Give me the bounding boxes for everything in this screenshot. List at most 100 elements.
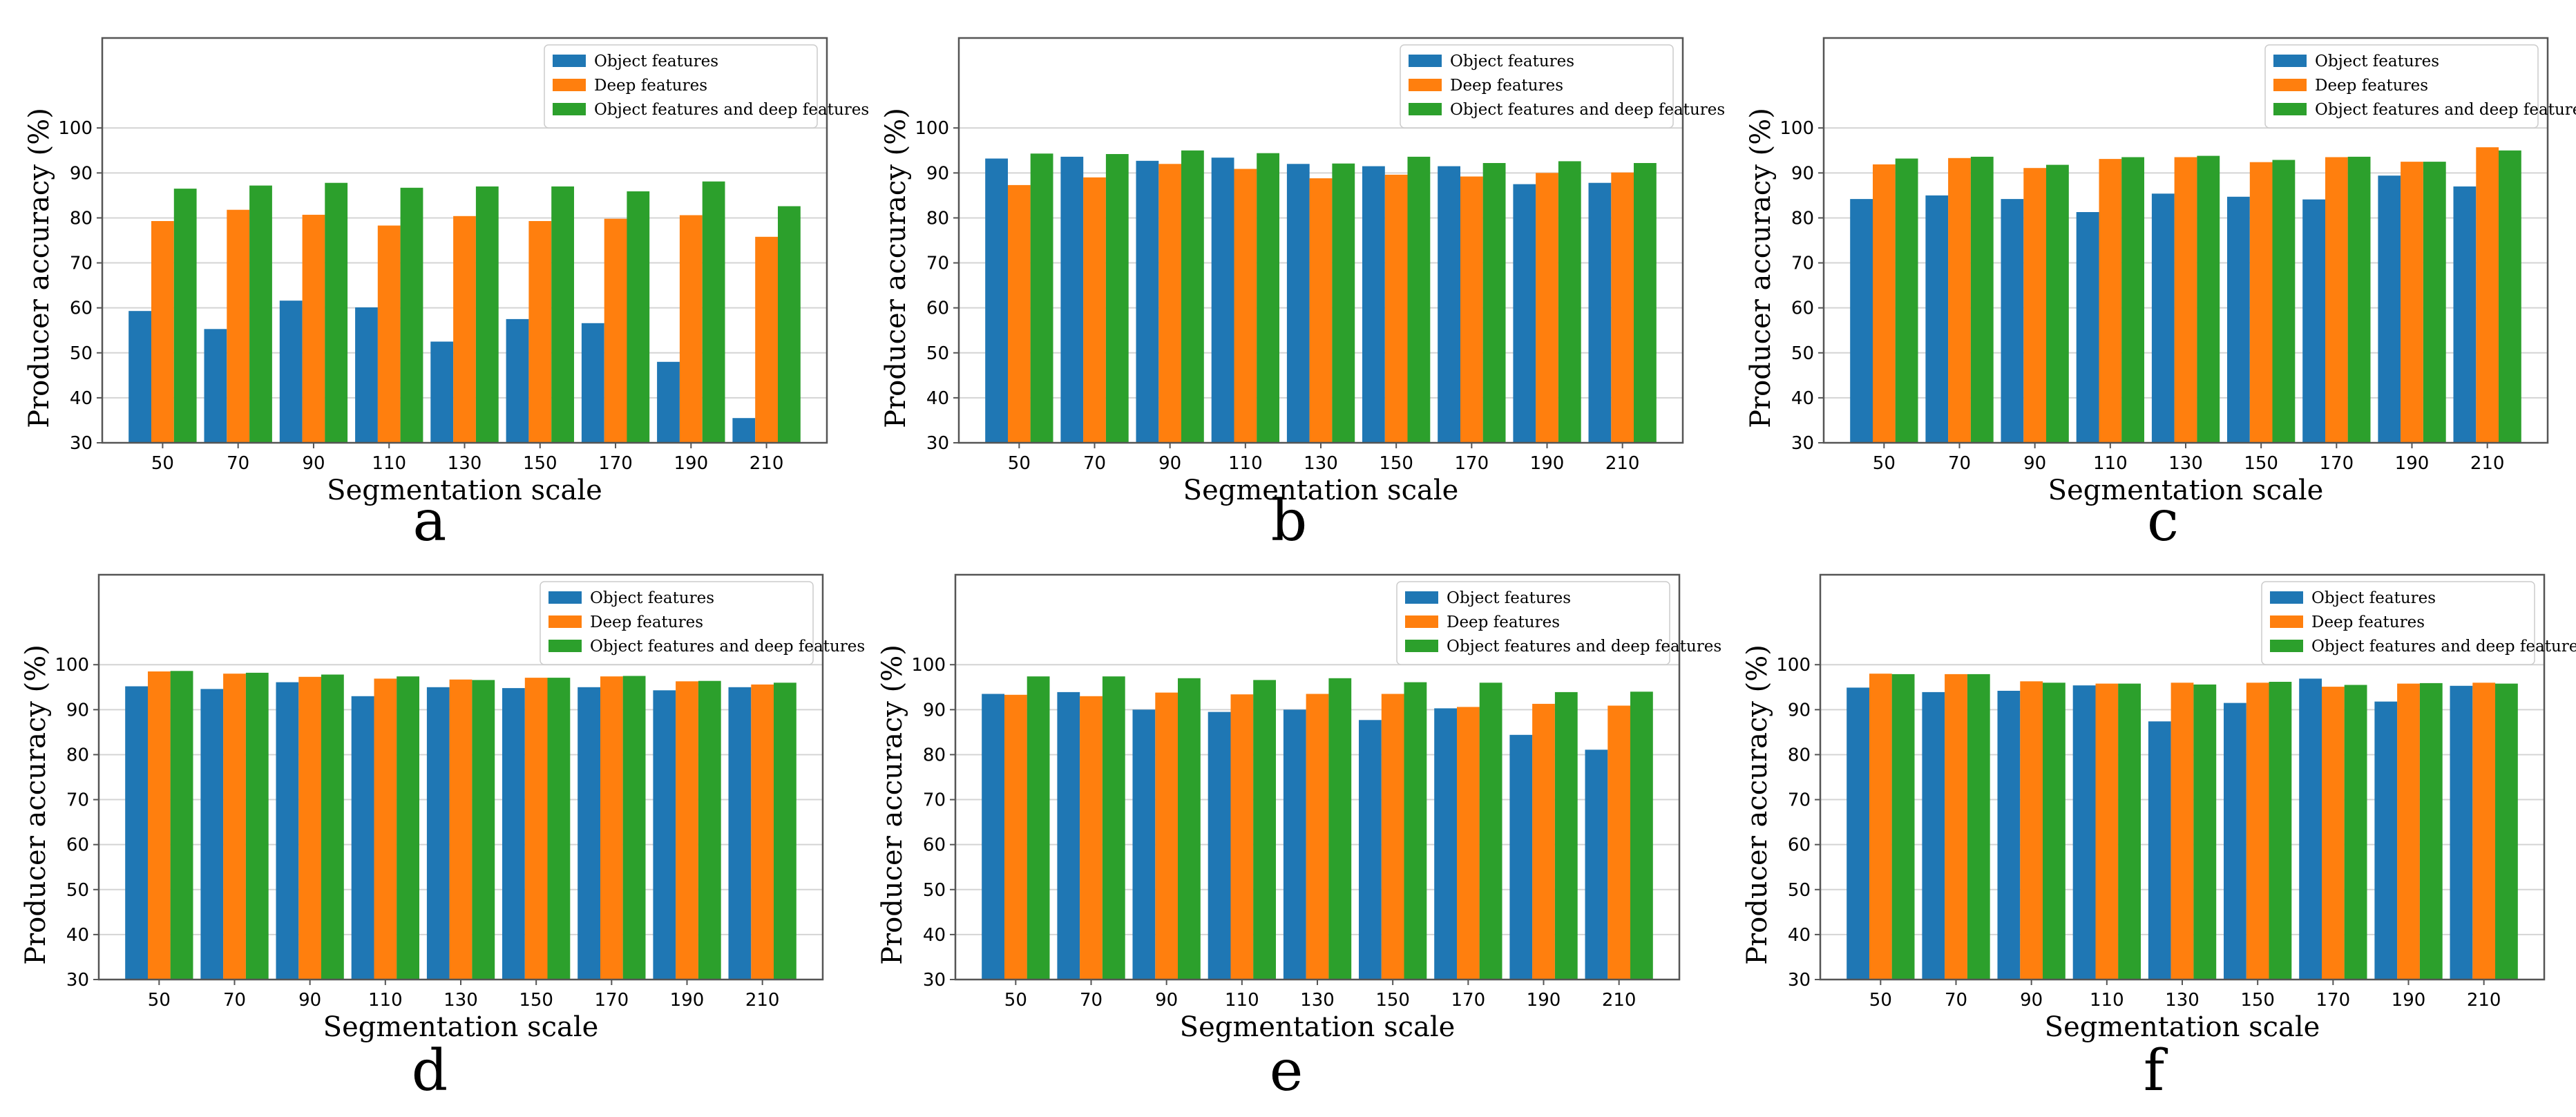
bar-c-s2-130 [2197, 155, 2220, 443]
legend-box [544, 44, 818, 128]
bar-e-s1-170 [1457, 707, 1480, 980]
legend-box [1400, 44, 1674, 128]
bar-e-s0-110 [1208, 712, 1231, 980]
bar-b-s1-170 [1460, 176, 1483, 443]
x-tick-label: 150 [523, 453, 557, 474]
bars [1850, 147, 2521, 443]
bar-f-s0-190 [2374, 701, 2398, 980]
y-axis-label: Producer accuracy (%) [880, 108, 912, 428]
y-tick-label: 30 [1791, 433, 1814, 454]
bar-c-s2-50 [1895, 158, 1918, 443]
x-axis-label: Segmentation scale [2048, 475, 2324, 506]
bar-f-s1-50 [1869, 674, 1892, 980]
x-tick-label: 150 [519, 990, 553, 1011]
legend-label: Deep features [590, 613, 703, 631]
bar-f-s2-90 [2043, 682, 2065, 980]
bar-e-s2-70 [1102, 676, 1125, 980]
x-tick-label: 110 [368, 990, 403, 1011]
bar-f-s1-90 [2020, 681, 2043, 980]
bar-f-s2-210 [2495, 683, 2518, 980]
y-axis-label: Producer accuracy (%) [877, 645, 908, 965]
y-tick-label: 30 [1788, 970, 1811, 991]
legend-label: Object features [590, 589, 714, 607]
bar-c-s0-130 [2151, 193, 2175, 443]
x-axis-ticks: 50 70 90 110 130 150 170 190 210 [151, 443, 783, 474]
x-tick-label: 110 [1225, 990, 1259, 1011]
bar-b-s2-110 [1257, 153, 1279, 443]
y-tick-label: 90 [66, 700, 89, 720]
x-tick-label: 90 [2020, 990, 2043, 1011]
y-tick-label: 70 [1788, 790, 1811, 811]
bar-b-s0-110 [1211, 157, 1234, 443]
bar-c-s1-170 [2325, 157, 2348, 443]
bar-a-s1-90 [302, 214, 325, 443]
bar-a-s2-130 [475, 186, 499, 443]
y-tick-label: 60 [66, 835, 89, 856]
y-tick-label: 100 [1776, 655, 1811, 676]
bar-a-s1-110 [377, 225, 401, 443]
x-tick-label: 70 [1080, 990, 1103, 1011]
x-tick-label: 50 [148, 990, 171, 1011]
y-tick-label: 80 [66, 745, 89, 765]
legend-label: Object features and deep features [2311, 638, 2576, 656]
x-tick-label: 190 [2395, 453, 2430, 474]
bar-a-s2-90 [325, 182, 348, 443]
bar-a-s0-110 [355, 307, 378, 443]
bar-c-s1-50 [1873, 164, 1896, 443]
legend: Object features Deep features Object featu… [2264, 44, 2576, 128]
legend-swatch [548, 591, 582, 604]
bar-e-s0-50 [982, 694, 1004, 980]
legend-swatch [548, 640, 582, 652]
legend-label: Object features and deep features [1447, 638, 1721, 656]
bar-b-s2-190 [1558, 161, 1581, 443]
bar-e-s0-150 [1359, 720, 1382, 980]
bar-c-s1-190 [2401, 162, 2423, 443]
bar-a-s1-70 [227, 209, 250, 443]
bar-b-s0-70 [1060, 156, 1084, 443]
chart-panel-f: 30 40 50 60 70 80 90 100 50 70 90 110 130 150 170 190 21… [1742, 573, 2576, 1104]
bars [982, 676, 1653, 980]
bar-c-s2-90 [2046, 164, 2069, 443]
y-tick-label: 70 [66, 790, 89, 811]
y-tick-label: 100 [915, 118, 949, 139]
x-tick-label: 50 [1004, 990, 1027, 1011]
bar-f-s2-70 [1967, 674, 1990, 980]
legend-label: Object features [2311, 589, 2436, 607]
panel-letter: e [1270, 1038, 1304, 1104]
bar-c-s2-110 [2121, 157, 2144, 443]
x-tick-label: 50 [1873, 453, 1896, 474]
bar-a-s0-90 [279, 300, 303, 443]
x-tick-label: 70 [227, 453, 249, 474]
bar-a-s1-210 [755, 236, 778, 443]
bar-d-s1-110 [374, 678, 397, 980]
x-tick-label: 50 [1008, 453, 1031, 474]
bar-b-s2-130 [1332, 163, 1355, 443]
bar-d-s0-70 [200, 689, 224, 980]
bar-a-s2-170 [627, 191, 650, 443]
x-tick-label: 190 [1530, 453, 1565, 474]
legend-swatch [2270, 615, 2303, 628]
y-axis-ticks: 30 40 50 60 70 80 90 100 [58, 118, 102, 454]
y-tick-label: 60 [923, 835, 946, 856]
bar-f-s2-130 [2193, 684, 2217, 980]
bar-f-s0-50 [1847, 687, 1869, 980]
panel-letter: a [413, 488, 447, 554]
bar-b-s1-50 [1008, 184, 1031, 443]
legend-swatch [548, 615, 582, 628]
y-tick-label: 70 [926, 254, 949, 274]
bar-e-s2-110 [1253, 680, 1276, 980]
bar-d-s2-110 [397, 676, 419, 980]
bar-c-s0-150 [2227, 196, 2250, 443]
y-tick-label: 30 [926, 433, 949, 454]
x-tick-label: 90 [302, 453, 325, 474]
y-tick-label: 80 [1791, 208, 1814, 229]
legend: Object features Deep features Object featu… [540, 581, 865, 665]
bar-f-s0-90 [1997, 691, 2021, 980]
y-tick-label: 80 [923, 745, 946, 765]
bar-b-s1-210 [1611, 172, 1634, 443]
legend-label: Object features [594, 52, 718, 70]
y-axis-ticks: 30 40 50 60 70 80 90 100 [911, 655, 955, 991]
legend-label: Deep features [1447, 613, 1560, 631]
bar-e-s2-90 [1178, 678, 1201, 980]
bar-e-s0-210 [1585, 750, 1608, 980]
